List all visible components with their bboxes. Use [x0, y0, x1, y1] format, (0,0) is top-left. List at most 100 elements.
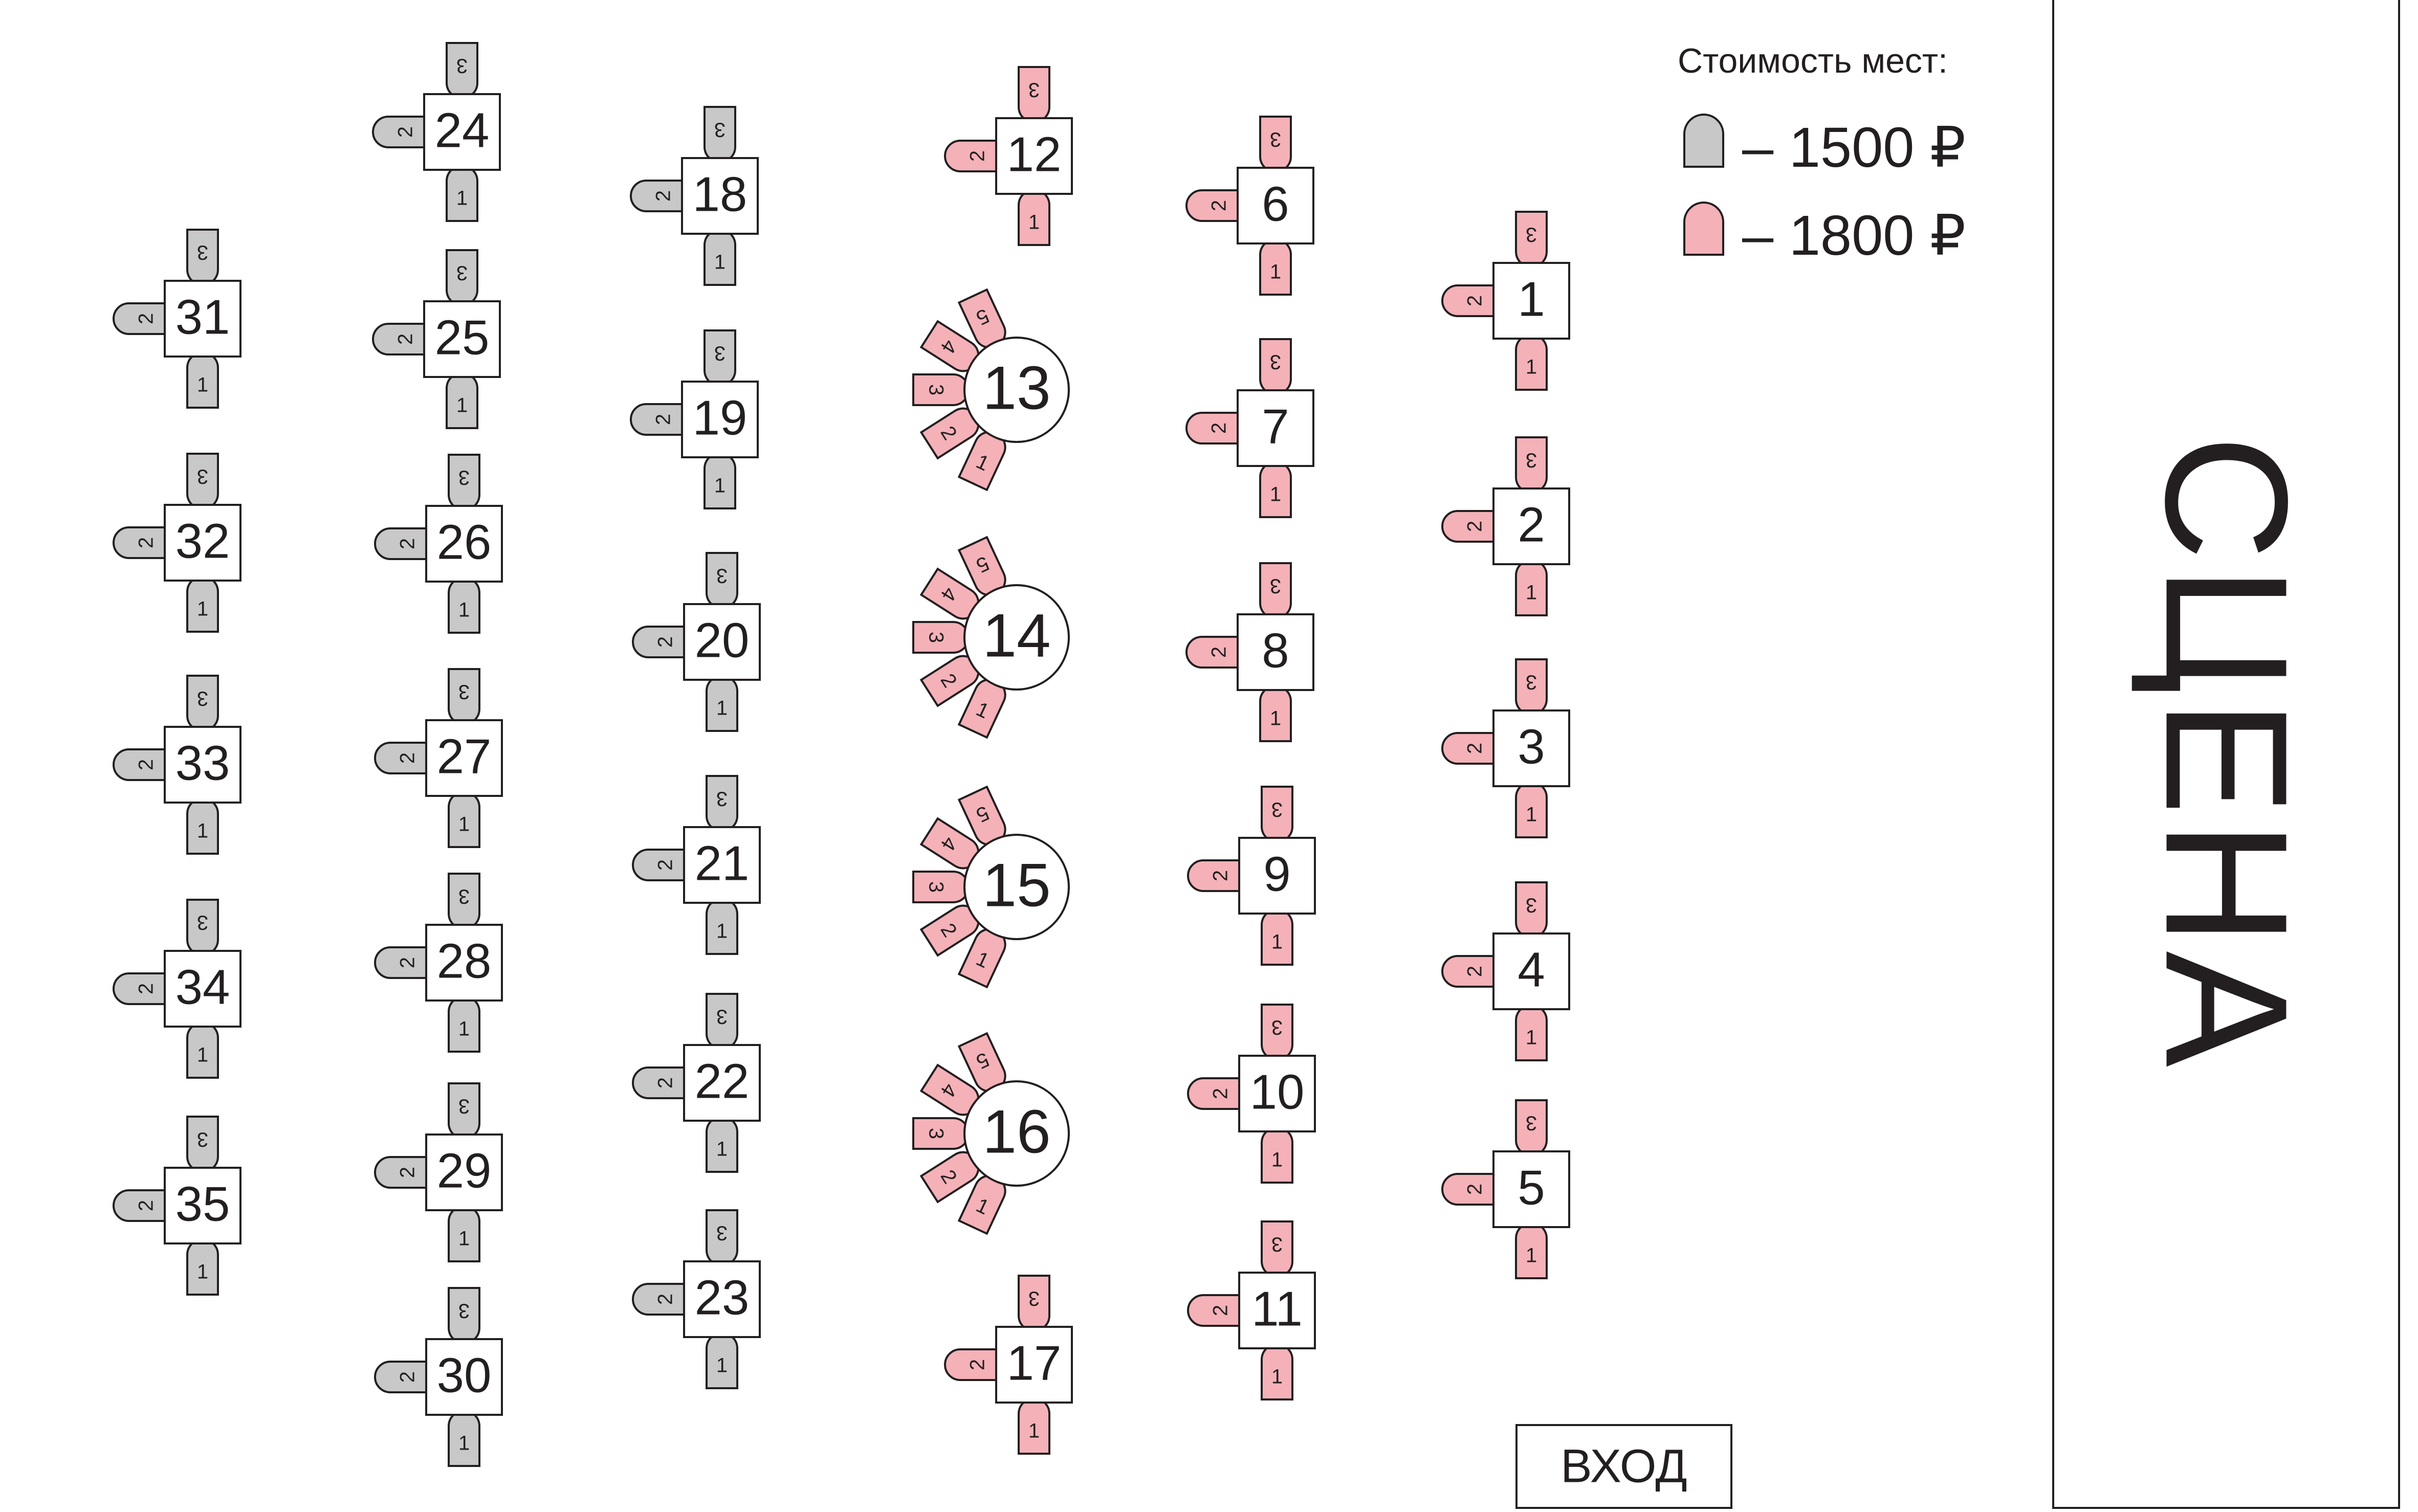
seat-19-2[interactable]: 2 — [630, 403, 687, 436]
table-34[interactable]: 1 2 3 34 — [113, 899, 241, 1079]
seat-32-2[interactable]: 2 — [113, 526, 170, 559]
table-29[interactable]: 1 2 3 29 — [374, 1082, 503, 1262]
seat-34-2[interactable]: 2 — [113, 972, 170, 1005]
seat-28-3[interactable]: 3 — [448, 873, 480, 930]
table-10[interactable]: 1 2 3 10 — [1187, 1004, 1316, 1184]
table-1[interactable]: 1 2 3 1 — [1441, 211, 1570, 391]
seat-12-1[interactable]: 1 — [1018, 189, 1050, 246]
seat-4-3[interactable]: 3 — [1515, 881, 1548, 939]
seat-7-2[interactable]: 2 — [1185, 412, 1243, 444]
seat-26-3[interactable]: 3 — [448, 454, 480, 511]
seat-25-2[interactable]: 2 — [372, 323, 429, 355]
table-21[interactable]: 1 2 3 21 — [632, 775, 761, 955]
seat-1-1[interactable]: 1 — [1515, 333, 1548, 391]
seat-22-1[interactable]: 1 — [706, 1116, 738, 1173]
seat-14-3[interactable]: 3 — [912, 621, 970, 654]
table-26[interactable]: 1 2 3 26 — [374, 454, 503, 634]
seat-28-2[interactable]: 2 — [374, 946, 431, 979]
seat-24-2[interactable]: 2 — [372, 116, 429, 148]
seat-33-2[interactable]: 2 — [113, 748, 170, 781]
seat-34-3[interactable]: 3 — [186, 899, 219, 956]
seat-18-2[interactable]: 2 — [630, 180, 687, 212]
seat-28-1[interactable]: 1 — [448, 995, 480, 1053]
seat-16-4[interactable]: 4 — [919, 1063, 984, 1121]
seat-19-3[interactable]: 3 — [704, 329, 736, 387]
seat-6-3[interactable]: 3 — [1259, 116, 1292, 173]
seat-35-3[interactable]: 3 — [186, 1116, 219, 1173]
table-3[interactable]: 1 2 3 3 — [1441, 658, 1570, 838]
seat-16-3[interactable]: 3 — [912, 1117, 970, 1150]
seat-11-3[interactable]: 3 — [1261, 1220, 1293, 1278]
seat-30-1[interactable]: 1 — [448, 1410, 480, 1467]
table-31[interactable]: 1 2 3 31 — [113, 229, 241, 409]
seat-17-3[interactable]: 3 — [1018, 1275, 1050, 1332]
seat-26-1[interactable]: 1 — [448, 576, 480, 634]
seat-5-3[interactable]: 3 — [1515, 1099, 1548, 1157]
table-17[interactable]: 1 2 3 17 — [944, 1275, 1073, 1455]
seat-26-2[interactable]: 2 — [374, 527, 431, 560]
table-35[interactable]: 1 2 3 35 — [113, 1116, 241, 1296]
seat-4-1[interactable]: 1 — [1515, 1004, 1548, 1061]
seat-21-2[interactable]: 2 — [632, 849, 689, 881]
seat-10-3[interactable]: 3 — [1261, 1004, 1293, 1061]
seat-18-3[interactable]: 3 — [704, 106, 736, 163]
seat-16-2[interactable]: 2 — [919, 1146, 984, 1204]
seat-9-1[interactable]: 1 — [1261, 908, 1293, 966]
table-11[interactable]: 1 2 3 11 — [1187, 1220, 1316, 1400]
seat-8-1[interactable]: 1 — [1259, 685, 1292, 742]
seat-25-3[interactable]: 3 — [446, 249, 478, 306]
seat-13-5[interactable]: 5 — [957, 288, 1010, 352]
seat-8-2[interactable]: 2 — [1185, 636, 1243, 669]
seat-15-2[interactable]: 2 — [919, 900, 984, 957]
seat-25-1[interactable]: 1 — [446, 372, 478, 429]
seat-20-2[interactable]: 2 — [632, 626, 689, 658]
seat-24-3[interactable]: 3 — [446, 42, 478, 99]
seat-30-3[interactable]: 3 — [448, 1287, 480, 1344]
seat-12-3[interactable]: 3 — [1018, 66, 1050, 123]
seat-14-1[interactable]: 1 — [957, 675, 1010, 739]
table-5[interactable]: 1 2 3 5 — [1441, 1099, 1570, 1279]
seat-3-2[interactable]: 2 — [1441, 732, 1499, 765]
seat-20-1[interactable]: 1 — [706, 675, 738, 732]
seat-22-2[interactable]: 2 — [632, 1066, 689, 1099]
seat-20-3[interactable]: 3 — [706, 552, 738, 609]
seat-35-1[interactable]: 1 — [186, 1238, 219, 1296]
seat-5-1[interactable]: 1 — [1515, 1222, 1548, 1279]
seat-27-3[interactable]: 3 — [448, 668, 480, 725]
seat-30-2[interactable]: 2 — [374, 1361, 431, 1393]
seat-35-2[interactable]: 2 — [113, 1189, 170, 1222]
seat-21-1[interactable]: 1 — [706, 898, 738, 955]
seat-5-2[interactable]: 2 — [1441, 1173, 1499, 1206]
seat-29-1[interactable]: 1 — [448, 1205, 480, 1262]
seat-22-3[interactable]: 3 — [706, 993, 738, 1050]
table-6[interactable]: 1 2 3 6 — [1185, 116, 1314, 296]
seat-13-3[interactable]: 3 — [912, 373, 970, 406]
seat-23-1[interactable]: 1 — [706, 1332, 738, 1389]
seat-32-1[interactable]: 1 — [186, 575, 219, 633]
seat-10-1[interactable]: 1 — [1261, 1126, 1293, 1184]
seat-1-2[interactable]: 2 — [1441, 284, 1499, 317]
seat-8-3[interactable]: 3 — [1259, 562, 1292, 619]
seat-9-3[interactable]: 3 — [1261, 786, 1293, 843]
table-2[interactable]: 1 2 3 2 — [1441, 436, 1570, 616]
seat-23-3[interactable]: 3 — [706, 1209, 738, 1266]
seat-27-2[interactable]: 2 — [374, 742, 431, 774]
table-8[interactable]: 1 2 3 8 — [1185, 562, 1314, 742]
seat-31-3[interactable]: 3 — [186, 229, 219, 286]
seat-3-3[interactable]: 3 — [1515, 658, 1548, 716]
seat-15-3[interactable]: 3 — [912, 871, 970, 903]
table-9[interactable]: 1 2 3 9 — [1187, 786, 1316, 966]
seat-6-2[interactable]: 2 — [1185, 189, 1243, 222]
table-25[interactable]: 1 2 3 25 — [372, 249, 501, 429]
table-7[interactable]: 1 2 3 7 — [1185, 338, 1314, 518]
table-27[interactable]: 1 2 3 27 — [374, 668, 503, 848]
table-22[interactable]: 1 2 3 22 — [632, 993, 761, 1173]
table-28[interactable]: 1 2 3 28 — [374, 873, 503, 1053]
seat-1-3[interactable]: 3 — [1515, 211, 1548, 268]
seat-4-2[interactable]: 2 — [1441, 955, 1499, 988]
